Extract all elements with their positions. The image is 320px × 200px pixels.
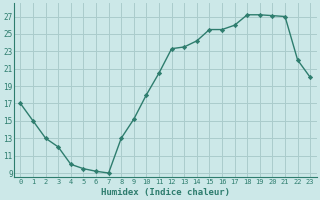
X-axis label: Humidex (Indice chaleur): Humidex (Indice chaleur) [101, 188, 230, 197]
